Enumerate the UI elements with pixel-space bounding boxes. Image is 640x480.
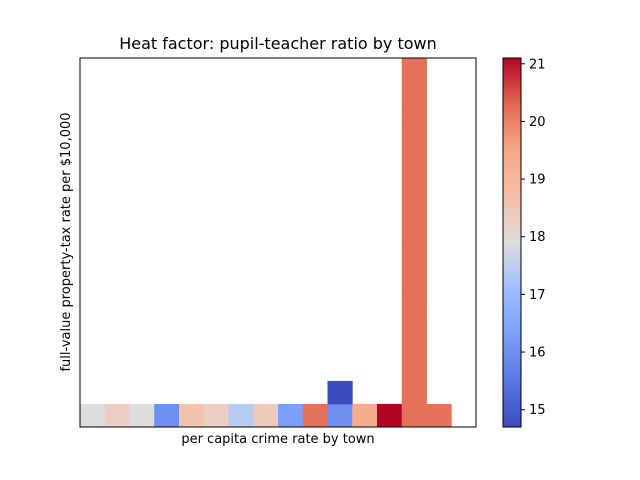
colorbar-tick-label: 17 (529, 288, 546, 303)
heatmap-cell (327, 380, 353, 405)
heatmap-cell (401, 196, 427, 220)
colorbar-frame (502, 57, 522, 428)
y-axis-label: full-value property-tax rate per $10,000 (59, 112, 74, 371)
heatmap-cell (401, 311, 427, 336)
heatmap-cell (401, 127, 427, 151)
heatmap-cell (401, 265, 427, 290)
heatmap-cell (401, 58, 427, 82)
heatmap-cell (401, 150, 427, 174)
colorbar-gradient (503, 58, 521, 427)
colorbar-tick-label: 21 (529, 57, 546, 72)
colorbar-tick-label: 18 (529, 230, 546, 245)
heatmap-cell (327, 403, 353, 428)
heatmap-cell (203, 403, 229, 428)
heatmap-cell (179, 403, 205, 428)
heatmap-cells (80, 58, 452, 428)
heatmap-cell (253, 403, 279, 428)
heatmap-cell (278, 403, 304, 428)
heatmap-cell (401, 403, 427, 428)
colorbar-tick-label: 16 (529, 346, 546, 361)
heatmap-cell (401, 104, 427, 128)
heatmap-cell (352, 403, 378, 428)
heatmap-cell (401, 380, 427, 405)
heatmap-cell (401, 242, 427, 266)
colorbar: 15 16 17 18 19 20 21 (502, 57, 546, 428)
heatmap-cell (401, 334, 427, 359)
heatmap-cell (426, 403, 452, 428)
x-axis-label: per capita crime rate by town (181, 432, 374, 447)
heatmap-cell (80, 403, 106, 428)
colorbar-ticks: 15 16 17 18 19 20 21 (521, 57, 546, 418)
heatmap-cell (401, 81, 427, 105)
heatmap-cell (401, 173, 427, 197)
colorbar-tick-label: 20 (529, 115, 546, 130)
heatmap-cell (129, 403, 155, 428)
colorbar-tick-label: 15 (529, 403, 546, 418)
heatmap-cell (228, 403, 254, 428)
heatmap-cell (401, 288, 427, 313)
heatmap-cell (104, 403, 130, 428)
colorbar-tick-label: 19 (529, 173, 546, 188)
heatmap-cell (154, 403, 180, 428)
chart-title: Heat factor: pupil-teacher ratio by town (119, 34, 437, 53)
heatmap-cell (401, 357, 427, 382)
heatmap-cell (401, 219, 427, 243)
plot-frame (79, 57, 477, 428)
heatmap-cell (377, 403, 403, 428)
heatmap-cell (302, 403, 328, 428)
